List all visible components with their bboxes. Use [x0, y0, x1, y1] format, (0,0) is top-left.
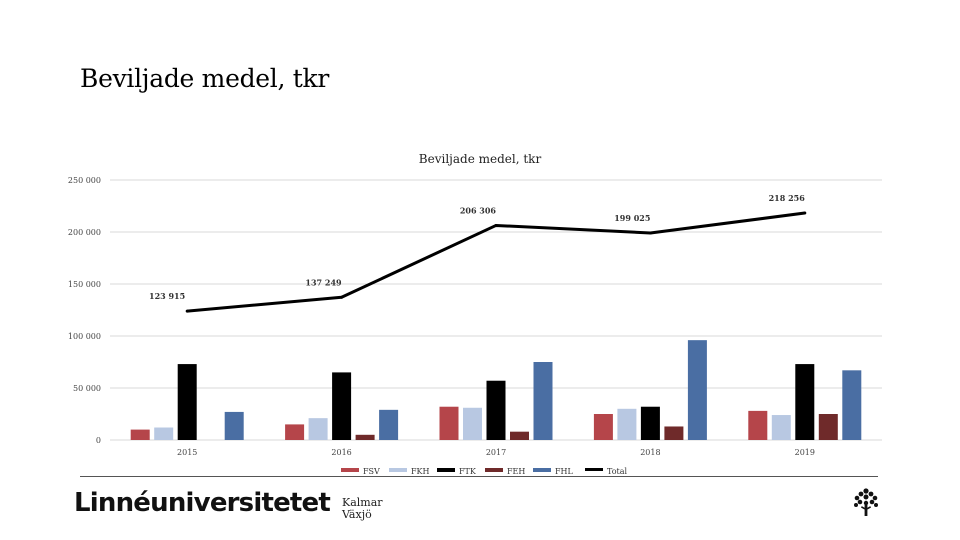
bar-feh-2016: [355, 434, 375, 440]
legend-label-total: Total: [607, 467, 628, 476]
bar-fhl-2015: [224, 411, 244, 440]
bar-fhl-2017: [533, 362, 553, 440]
total-point-2019: [803, 211, 807, 215]
y-tick-label: 150 000: [68, 280, 101, 289]
bar-ftk-2018: [640, 406, 660, 440]
bar-fsv-2019: [748, 410, 768, 440]
slide-title: Beviljade medel, tkr: [80, 64, 330, 93]
bar-fkh-2017: [463, 407, 482, 440]
campus-vaxjo: Växjö: [342, 508, 372, 521]
bar-fsv-2015: [130, 429, 150, 440]
bar-ftk-2016: [332, 372, 352, 440]
total-data-label: 199 025: [614, 213, 650, 223]
bar-feh-2017: [510, 431, 529, 440]
bar-fkh-2018: [617, 408, 637, 440]
legend-swatch-feh: [485, 468, 503, 472]
bar-fsv-2017: [439, 406, 459, 440]
legend-swatch-fsv: [341, 468, 359, 472]
bar-feh-2019: [818, 414, 838, 440]
total-data-label: 218 256: [769, 193, 806, 203]
bar-fkh-2016: [308, 418, 328, 440]
y-tick-label: 50 000: [73, 384, 101, 393]
campus-kalmar: Kalmar: [342, 496, 383, 509]
bar-feh-2018: [664, 426, 684, 440]
brand-name: Linnéuniversitetet: [74, 488, 331, 518]
x-tick-label: 2018: [640, 448, 660, 457]
bar-fhl-2019: [842, 370, 862, 440]
total-data-label: 137 249: [305, 277, 342, 287]
x-tick-label: 2015: [177, 448, 197, 457]
bar-ftk-2019: [795, 364, 815, 440]
bar-ftk-2017: [486, 380, 506, 440]
y-tick-label: 250 000: [68, 176, 101, 185]
legend-swatch-ftk: [437, 468, 455, 472]
y-tick-label: 0: [96, 436, 101, 445]
legend-label-ftk: FTK: [459, 467, 477, 476]
bar-fkh-2015: [154, 427, 174, 440]
total-data-label: 123 915: [149, 291, 185, 301]
chart-title: Beviljade medel, tkr: [419, 152, 542, 166]
bar-fkh-2019: [771, 415, 791, 440]
legend-label-fhl: FHL: [555, 467, 574, 476]
total-point-2015: [185, 309, 189, 313]
y-tick-label: 100 000: [68, 332, 101, 341]
total-point-2018: [648, 231, 652, 235]
total-data-label: 206 306: [460, 205, 497, 215]
total-point-2017: [494, 223, 498, 227]
x-tick-label: 2016: [331, 448, 351, 457]
x-tick-label: 2019: [795, 448, 815, 457]
y-tick-label: 200 000: [68, 228, 101, 237]
brand-campuses: Kalmar Växjö: [342, 497, 383, 521]
bar-fhl-2016: [379, 409, 399, 440]
legend-label-fkh: FKH: [411, 467, 430, 476]
legend-swatch-fhl: [533, 468, 551, 472]
total-series-line: [187, 211, 805, 313]
legend-label-fsv: FSV: [363, 467, 380, 476]
bar-fsv-2018: [593, 414, 613, 440]
bar-fsv-2016: [285, 424, 305, 440]
bar-ftk-2015: [177, 364, 197, 440]
legend-swatch-fkh: [389, 468, 407, 472]
legend-swatch-total: [585, 468, 603, 471]
x-tick-label: 2017: [486, 448, 506, 457]
footer-divider: [80, 476, 878, 477]
legend-label-feh: FEH: [507, 467, 525, 476]
tree-icon: [854, 488, 878, 516]
total-point-2016: [340, 295, 344, 299]
chart: Beviljade medel, tkr 0 50 000 100 000 150 0…: [68, 152, 882, 476]
bar-fhl-2018: [687, 340, 707, 440]
